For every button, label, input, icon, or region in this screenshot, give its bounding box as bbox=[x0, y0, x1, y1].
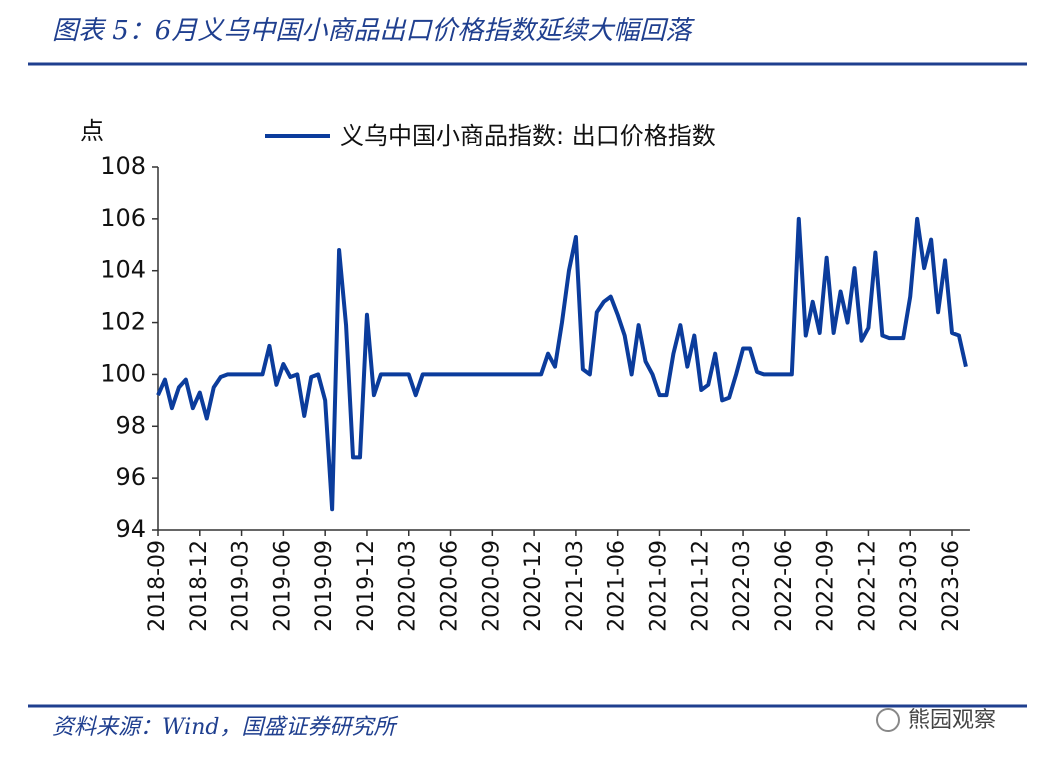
watermark-icon bbox=[876, 708, 900, 732]
x-tick-label: 2019-03 bbox=[229, 540, 254, 632]
x-tick-label: 2019-12 bbox=[354, 540, 379, 632]
legend-label: 义乌中国小商品指数: 出口价格指数 bbox=[340, 122, 716, 150]
y-tick-label: 94 bbox=[115, 515, 146, 543]
x-tick-label: 2023-06 bbox=[939, 540, 964, 632]
x-tick-label: 2021-06 bbox=[605, 540, 630, 632]
x-tick-label: 2020-06 bbox=[438, 540, 463, 632]
y-axis-label: 点 bbox=[80, 117, 104, 145]
plot: 94 96 98 100 102 104 106 108 2018-09 2018-12 2019-… bbox=[100, 122, 970, 632]
x-tick-label: 2021-09 bbox=[646, 540, 671, 632]
x-tick-label: 2019-06 bbox=[270, 540, 295, 632]
x-tick-label: 2020-03 bbox=[396, 540, 421, 632]
x-tick-label: 2019-09 bbox=[312, 540, 337, 632]
x-tick-label: 2018-12 bbox=[187, 540, 212, 632]
x-tick-label: 2022-09 bbox=[814, 540, 839, 632]
x-tick-label: 2022-12 bbox=[855, 540, 880, 632]
x-tick-label: 2021-12 bbox=[688, 540, 713, 632]
y-tick-label: 104 bbox=[100, 256, 146, 284]
x-tick-label: 2020-12 bbox=[521, 540, 546, 632]
series-line bbox=[156, 216, 968, 512]
watermark: 熊园观察 bbox=[908, 708, 996, 733]
x-tick-label: 2020-09 bbox=[479, 540, 504, 632]
x-tick-label: 2018-09 bbox=[145, 540, 170, 632]
x-tick-label: 2021-03 bbox=[563, 540, 588, 632]
y-tick-label: 102 bbox=[100, 308, 146, 336]
x-tick-label: 2023-03 bbox=[897, 540, 922, 632]
x-tick-label: 2022-03 bbox=[730, 540, 755, 632]
y-tick-label: 108 bbox=[100, 152, 146, 180]
page-title: 图表 5：6月义乌中国小商品出口价格指数延续大幅回落 bbox=[52, 16, 695, 46]
y-tick-label: 100 bbox=[100, 359, 146, 387]
x-tick-label: 2022-06 bbox=[772, 540, 797, 632]
y-tick-label: 106 bbox=[100, 204, 146, 232]
y-tick-label: 98 bbox=[115, 411, 146, 439]
y-tick-label: 96 bbox=[115, 463, 146, 491]
source-note: 资料来源：Wind，国盛证券研究所 bbox=[52, 715, 399, 740]
